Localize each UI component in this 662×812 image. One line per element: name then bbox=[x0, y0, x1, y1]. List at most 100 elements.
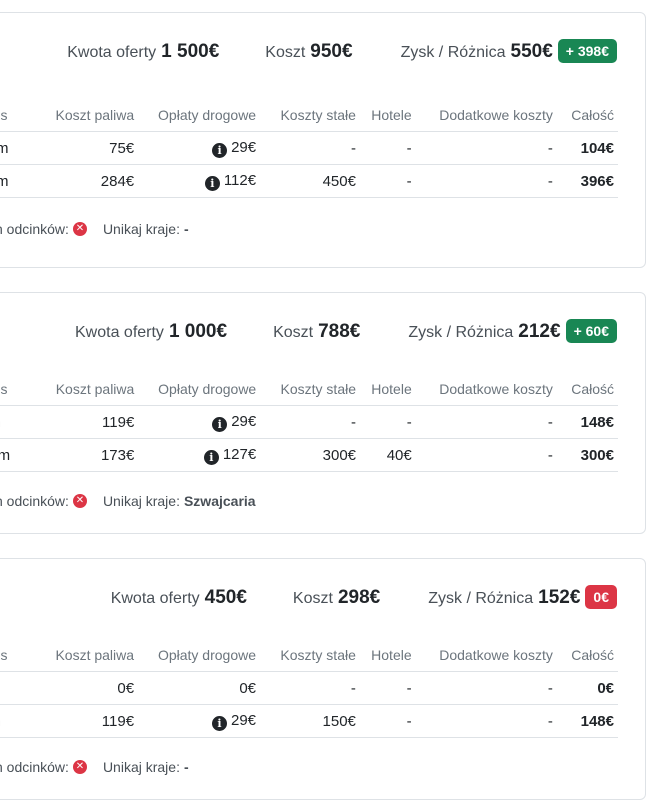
route-card-3: Kwota oferty 450€ Koszt 298€ Zysk / Różn… bbox=[0, 558, 646, 800]
col-extra: Dodatkowe koszty bbox=[418, 373, 560, 406]
col-distance: tans bbox=[0, 639, 43, 672]
cell-tolls: i 112€ bbox=[141, 164, 264, 198]
profit-label: Zysk / Różnica bbox=[408, 324, 514, 341]
tolls-value: 127€ bbox=[222, 445, 257, 463]
col-fuel: Koszt paliwa bbox=[42, 99, 142, 132]
table-header-row: tans Koszt paliwa Opłaty drogowe Koszty … bbox=[0, 639, 618, 672]
col-distance: tans bbox=[0, 99, 43, 132]
card-footer: ych odcinków: ✕ Unikaj kraje: Szwajcaria bbox=[0, 493, 256, 509]
cost-table: tans Koszt paliwa Opłaty drogowe Koszty … bbox=[0, 639, 618, 738]
col-fuel: Koszt paliwa bbox=[42, 373, 142, 406]
cost-table: tans Koszt paliwa Opłaty drogowe Koszty … bbox=[0, 99, 618, 198]
cell-distance: ) km bbox=[0, 438, 43, 472]
cost-value: 788€ bbox=[318, 321, 361, 342]
x-circle-icon: ✕ bbox=[72, 494, 87, 508]
cell-hotels: - bbox=[362, 704, 419, 738]
avoid-countries-value: Szwajcaria bbox=[183, 493, 256, 509]
cell-total: 148€ bbox=[559, 405, 618, 439]
cell-tolls: i 29€ bbox=[141, 405, 264, 439]
profit-value: 550€ bbox=[510, 41, 553, 62]
cell-fuel: 0€ bbox=[42, 671, 142, 705]
segments-label: ych odcinków: bbox=[0, 759, 69, 775]
col-fixed: Koszty stałe bbox=[263, 639, 363, 672]
col-fixed: Koszty stałe bbox=[263, 99, 363, 132]
tolls-value: 29€ bbox=[231, 412, 257, 430]
cell-hotels: 40€ bbox=[363, 438, 419, 472]
table-row: l km 75€ i29€ - - - 104€ bbox=[0, 131, 618, 165]
cell-total: 148€ bbox=[559, 704, 618, 738]
cell-hotels: - bbox=[363, 405, 419, 439]
summary: Kwota oferty 1 000€ Koszt 788€ Zysk / Ró… bbox=[75, 315, 617, 349]
col-hotels: Hotele bbox=[363, 373, 419, 406]
info-circle-icon[interactable]: i bbox=[212, 416, 228, 432]
cell-tolls: 0€ bbox=[141, 671, 264, 705]
route-card-2: Kwota oferty 1 000€ Koszt 788€ Zysk / Ró… bbox=[0, 292, 646, 534]
info-circle-icon[interactable]: i bbox=[204, 175, 220, 191]
summary-bar: Kwota oferty 1 000€ Koszt 788€ Zysk / Ró… bbox=[0, 315, 645, 349]
col-fixed: Koszty stałe bbox=[263, 373, 364, 406]
cell-total: 300€ bbox=[559, 438, 618, 472]
cell-tolls: i 29€ bbox=[141, 704, 264, 738]
cell-extra: - bbox=[418, 405, 560, 439]
avoid-countries-label: Unikaj kraje: bbox=[102, 493, 180, 509]
cell-distance: l km bbox=[0, 131, 43, 165]
cell-hotels: - bbox=[362, 131, 419, 165]
cost-amount: Koszt 298€ bbox=[293, 587, 380, 609]
summary: Kwota oferty 450€ Koszt 298€ Zysk / Różn… bbox=[111, 581, 617, 615]
table-header-row: tans Koszt paliwa Opłaty drogowe Koszty … bbox=[0, 373, 618, 406]
cell-distance: l km bbox=[0, 164, 43, 198]
cell-extra: - bbox=[418, 131, 560, 165]
offer-label: Kwota oferty bbox=[110, 590, 200, 607]
cell-distance: km bbox=[0, 405, 43, 439]
profit-label: Zysk / Różnica bbox=[428, 590, 534, 607]
cell-fixed: 300€ bbox=[263, 438, 364, 472]
card-footer: ych odcinków: ✕ Unikaj kraje: - bbox=[0, 221, 189, 237]
col-fuel: Koszt paliwa bbox=[42, 639, 142, 672]
profit-amount: Zysk / Różnica 152€ 0€ bbox=[428, 585, 617, 610]
cell-fixed: 150€ bbox=[263, 704, 363, 738]
avoid-countries-label: Unikaj kraje: bbox=[102, 221, 180, 237]
cell-extra: - bbox=[418, 671, 560, 705]
avoid-countries-label: Unikaj kraje: bbox=[102, 759, 180, 775]
profit-amount: Zysk / Różnica 212€ + 60€ bbox=[408, 319, 617, 344]
cell-fuel: 173€ bbox=[42, 438, 142, 472]
col-hotels: Hotele bbox=[362, 99, 419, 132]
x-circle-icon: ✕ bbox=[72, 222, 87, 236]
cost-amount: Koszt 788€ bbox=[273, 321, 360, 343]
tolls-value: 112€ bbox=[223, 171, 257, 189]
cell-tolls: i 29€ bbox=[141, 131, 264, 165]
segments-label: ych odcinków: bbox=[0, 493, 69, 509]
segments-label: ych odcinków: bbox=[0, 221, 69, 237]
col-total: Całość bbox=[559, 639, 618, 672]
col-total: Całość bbox=[559, 373, 618, 406]
table-row: km 119€ i29€ 150€ - - 148€ bbox=[0, 704, 618, 738]
offer-label: Kwota oferty bbox=[67, 44, 157, 61]
cost-label: Koszt bbox=[292, 590, 333, 607]
cost-label: Koszt bbox=[273, 324, 314, 341]
x-circle-icon: ✕ bbox=[72, 760, 87, 774]
offer-value: 1 000€ bbox=[168, 321, 228, 342]
profit-value: 152€ bbox=[538, 587, 581, 608]
cell-fixed: - bbox=[263, 405, 364, 439]
info-circle-icon[interactable]: i bbox=[211, 715, 227, 731]
offer-label: Kwota oferty bbox=[75, 324, 164, 341]
col-total: Całość bbox=[559, 99, 618, 132]
col-tolls: Opłaty drogowe bbox=[141, 99, 264, 132]
col-hotels: Hotele bbox=[362, 639, 419, 672]
cell-fixed: - bbox=[263, 671, 363, 705]
info-circle-icon[interactable]: i bbox=[212, 142, 228, 158]
info-circle-icon[interactable]: i bbox=[203, 449, 219, 465]
summary-bar: Kwota oferty 450€ Koszt 298€ Zysk / Różn… bbox=[0, 581, 645, 615]
cell-distance: km bbox=[0, 704, 43, 738]
cost-table: tans Koszt paliwa Opłaty drogowe Koszty … bbox=[0, 373, 618, 472]
card-footer: ych odcinków: ✕ Unikaj kraje: - bbox=[0, 759, 189, 775]
cell-tolls: i 127€ bbox=[141, 438, 264, 472]
profit-diff-badge: 0€ bbox=[585, 585, 617, 609]
cost-label: Koszt bbox=[265, 44, 306, 61]
offer-amount: Kwota oferty 1 500€ bbox=[67, 41, 219, 63]
cell-fuel: 284€ bbox=[42, 164, 142, 198]
cell-fixed: - bbox=[263, 131, 363, 165]
cell-extra: - bbox=[418, 704, 560, 738]
avoid-countries-value: - bbox=[183, 759, 189, 775]
